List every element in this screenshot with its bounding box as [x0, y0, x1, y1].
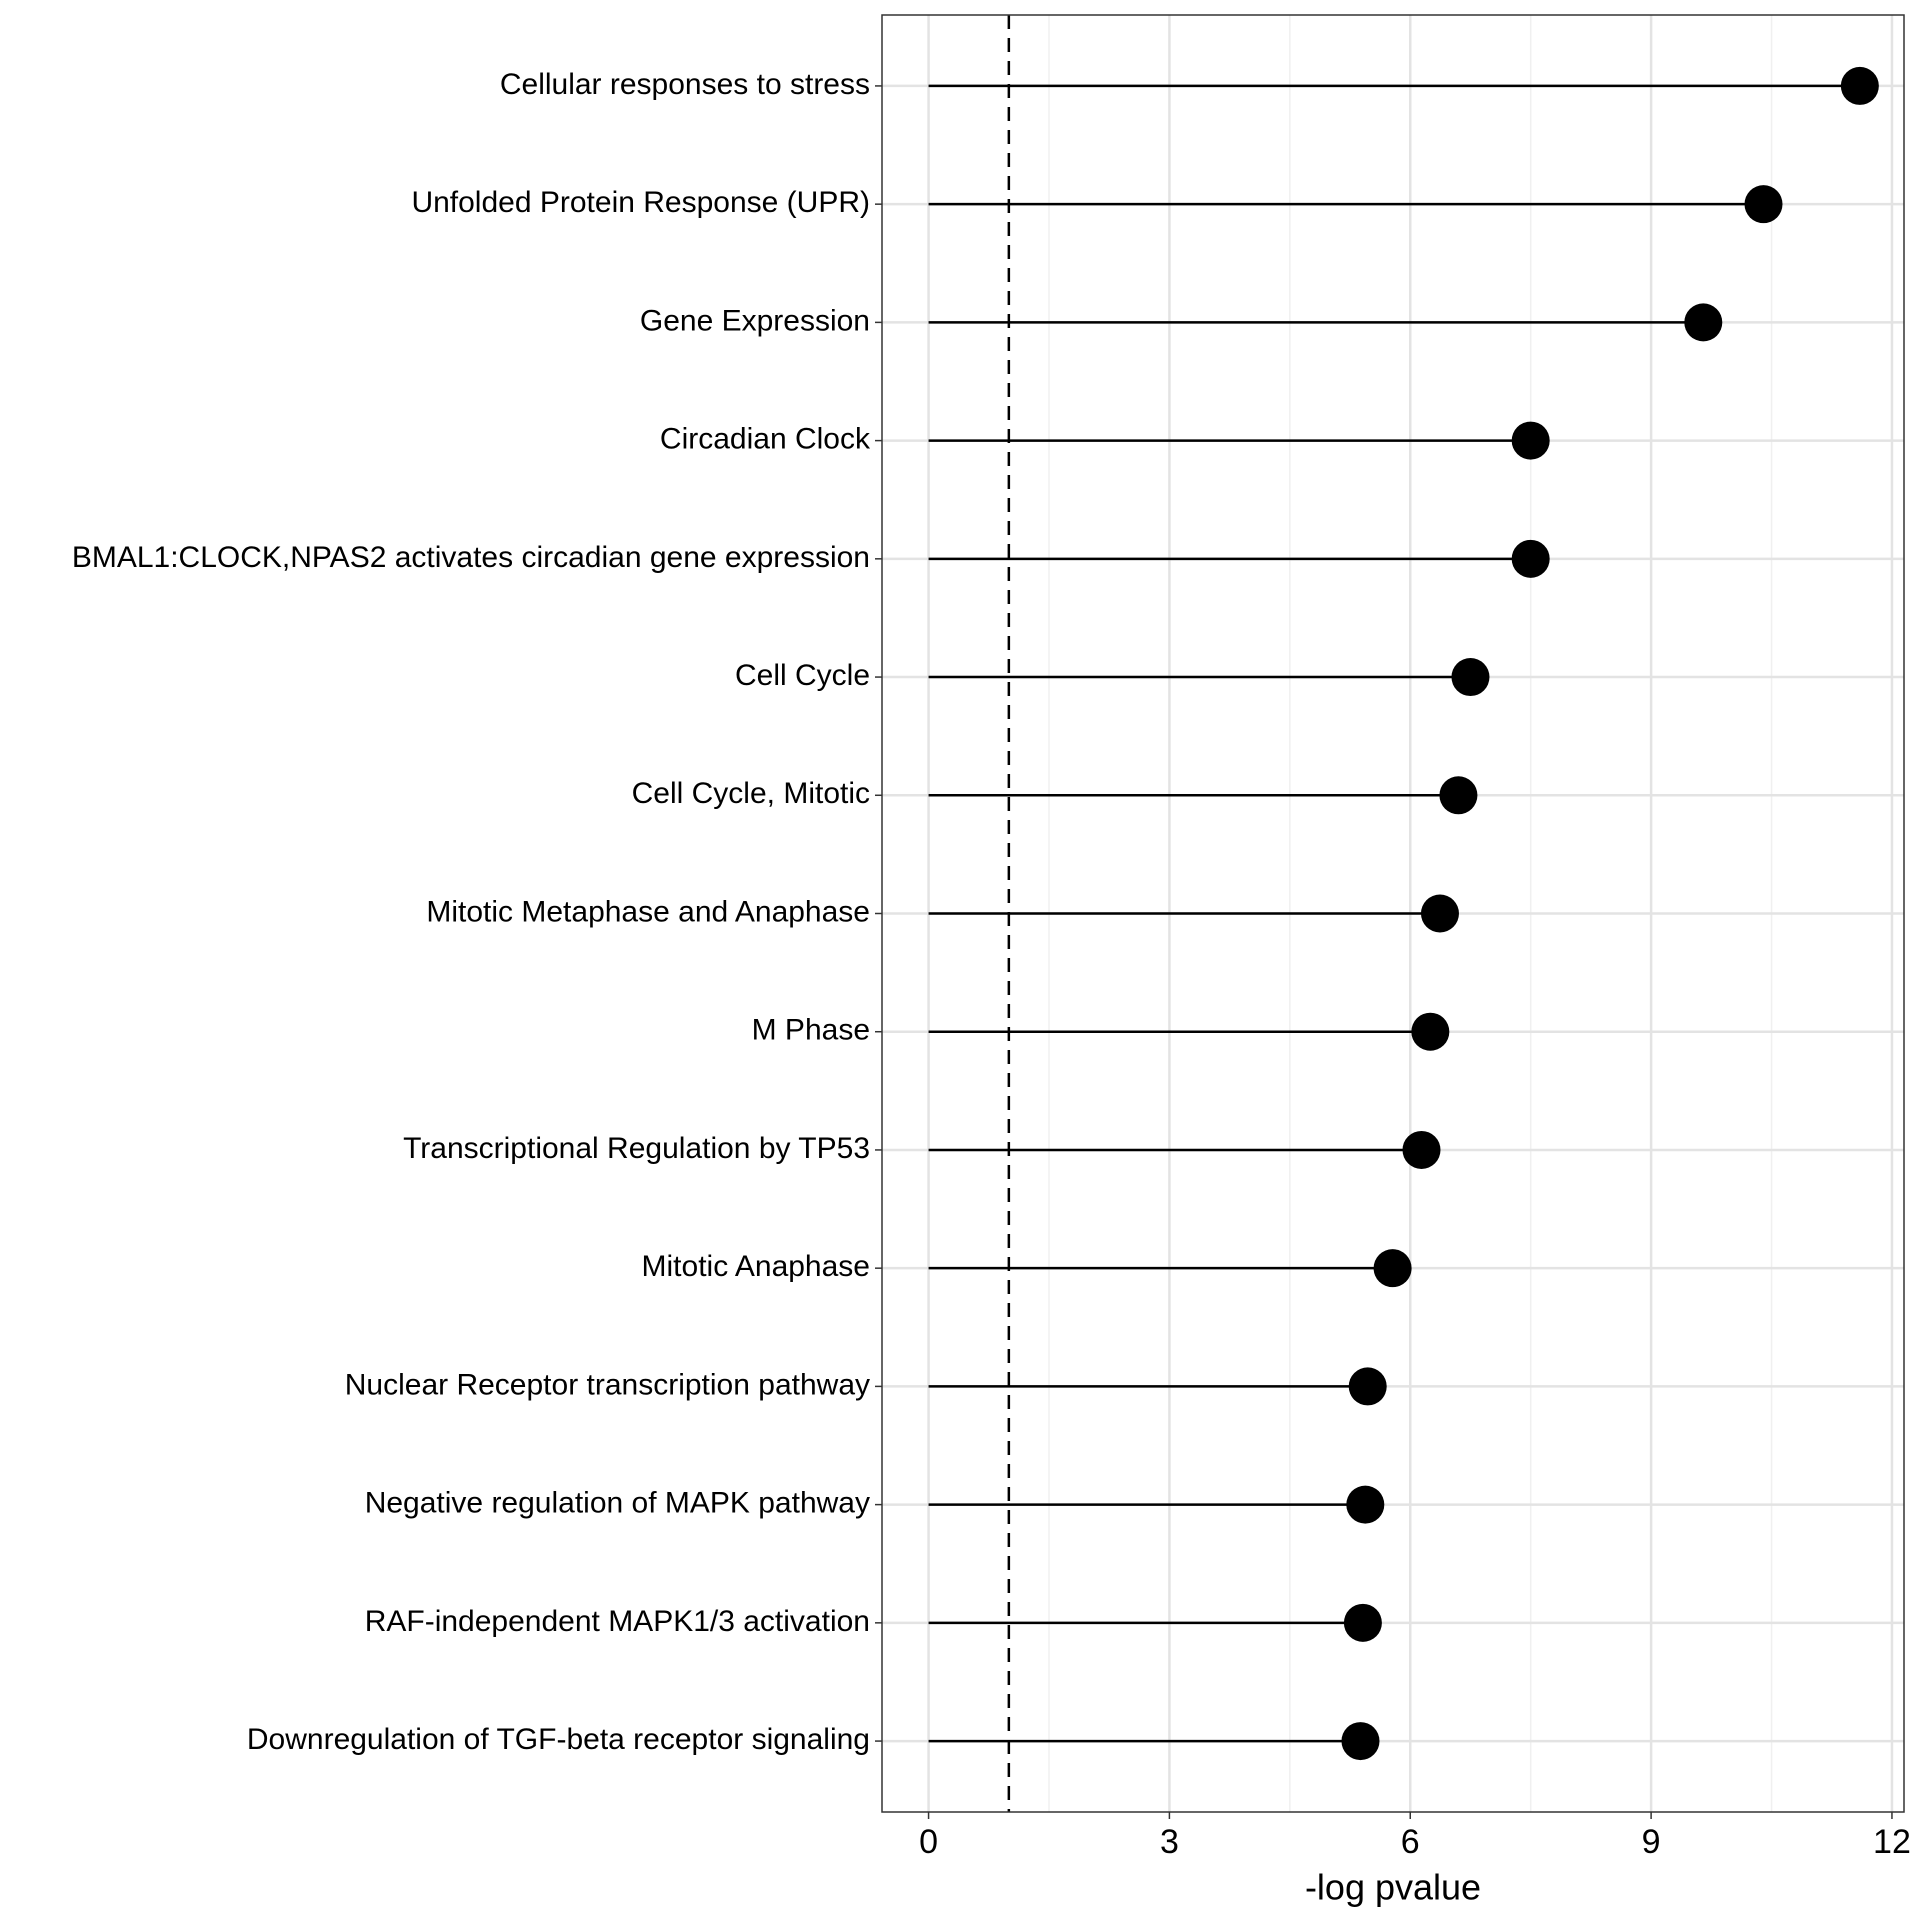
y-tick-label: Cell Cycle, Mitotic [632, 777, 870, 810]
y-tick-label: Mitotic Anaphase [642, 1250, 870, 1283]
point [1684, 303, 1723, 342]
point [1402, 1130, 1441, 1169]
y-tick-label: Mitotic Metaphase and Anaphase [426, 895, 870, 928]
point [1744, 185, 1783, 224]
point [1343, 1603, 1382, 1642]
point [1451, 658, 1490, 697]
point [1439, 776, 1478, 815]
y-tick-label: Cell Cycle [735, 659, 870, 692]
y-tick-label: M Phase [752, 1014, 870, 1047]
x-tick-label: 12 [1873, 1823, 1911, 1861]
point [1411, 1012, 1450, 1051]
y-tick-label: Gene Expression [640, 304, 870, 337]
x-tick-label: 0 [919, 1823, 938, 1861]
x-axis-title: -log pvalue [1305, 1867, 1481, 1908]
point [1420, 894, 1459, 933]
point [1373, 1249, 1412, 1288]
point [1348, 1367, 1387, 1406]
y-tick-label: Negative regulation of MAPK pathway [365, 1487, 870, 1520]
y-tick-label: Transcriptional Regulation by TP53 [403, 1132, 870, 1165]
y-tick-label: Cellular responses to stress [500, 68, 870, 101]
x-tick-label: 3 [1160, 1823, 1179, 1861]
y-tick-label: Nuclear Receptor transcription pathway [345, 1368, 870, 1401]
y-tick-label: Downregulation of TGF-beta receptor sign… [247, 1723, 870, 1756]
point [1341, 1722, 1380, 1761]
y-tick-label: BMAL1:CLOCK,NPAS2 activates circadian ge… [72, 541, 870, 574]
panel-border [881, 14, 1905, 1813]
x-tick-label: 6 [1401, 1823, 1420, 1861]
y-tick-label: RAF-independent MAPK1/3 activation [365, 1605, 870, 1638]
y-tick-label: Circadian Clock [660, 423, 871, 456]
point [1840, 66, 1879, 105]
y-tick-label: Unfolded Protein Response (UPR) [411, 186, 870, 219]
point [1346, 1485, 1385, 1524]
x-tick-label: 9 [1642, 1823, 1661, 1861]
point [1511, 421, 1550, 460]
point [1511, 539, 1550, 578]
